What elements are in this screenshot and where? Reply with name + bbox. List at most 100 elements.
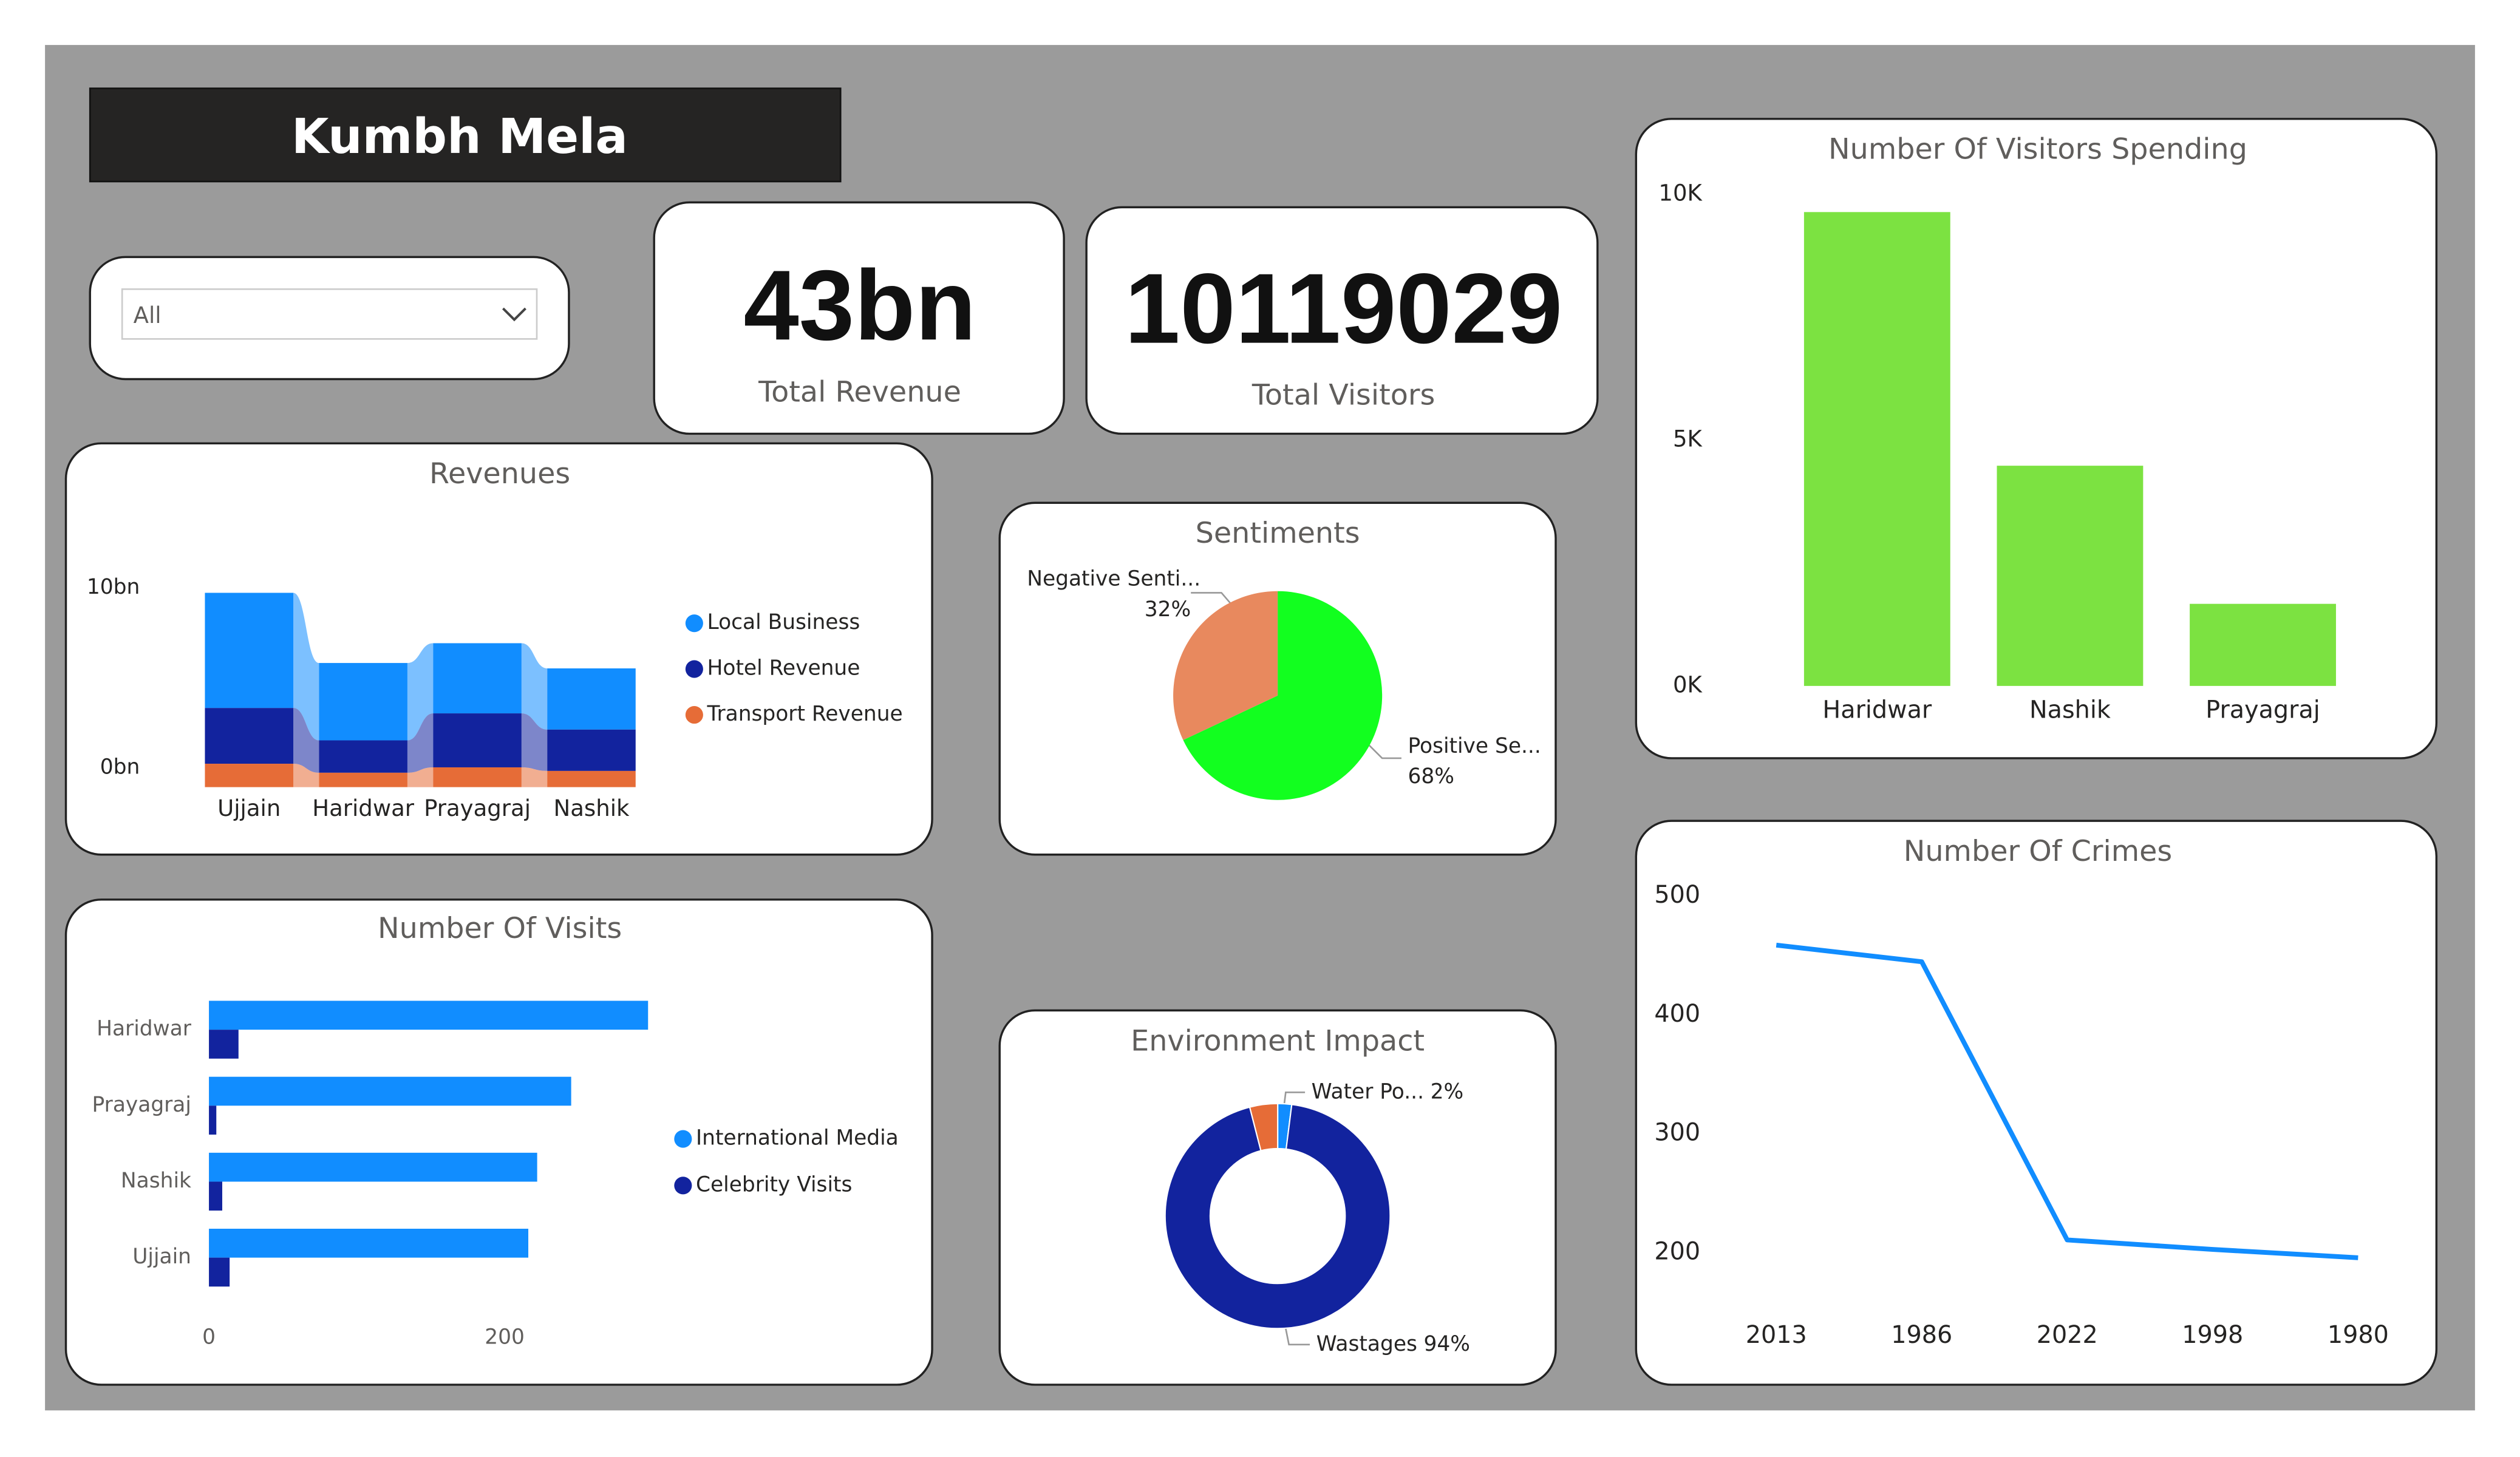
slice-label: Water Po... 2% — [1312, 1079, 1464, 1104]
y-tick-label: 0K — [1673, 671, 1703, 698]
y-tick-label: Haridwar — [97, 1017, 192, 1041]
legend-marker — [685, 614, 703, 633]
bar — [209, 1000, 649, 1030]
y-tick-label: Ujjain — [132, 1245, 191, 1269]
ribbon — [407, 643, 434, 741]
x-tick-label: 2022 — [2037, 1321, 2098, 1349]
legend-marker — [685, 660, 703, 678]
column-segment — [319, 740, 407, 773]
column-segment — [433, 643, 522, 714]
ribbon — [407, 767, 434, 787]
column-segment — [547, 668, 636, 730]
slice-value-label: 2% — [1431, 1079, 1464, 1104]
kpi-card — [653, 201, 1065, 435]
line — [1776, 942, 2358, 1260]
column-segment — [433, 713, 522, 767]
chevron[interactable] — [502, 307, 526, 322]
y-tick-label: Prayagraj — [92, 1093, 191, 1117]
bar — [209, 1228, 529, 1258]
kpi-card — [1085, 206, 1599, 435]
bar — [1803, 212, 1950, 686]
legend-marker — [674, 1130, 692, 1148]
legend-label: Transport Revenue — [707, 702, 903, 726]
x-tick-label: Prayagraj — [424, 795, 531, 821]
column-segment — [205, 764, 294, 787]
x-tick-label: Prayagraj — [2205, 696, 2320, 724]
leader-line — [1191, 592, 1232, 605]
x-tick-label: Haridwar — [1822, 696, 1932, 724]
donut-slice — [1248, 1102, 1279, 1152]
slicer-dropdown[interactable] — [121, 288, 538, 340]
slice-category: Wastages — [1316, 1331, 1417, 1356]
legend-label: Celebrity Visits — [696, 1172, 852, 1197]
bar — [209, 1076, 571, 1106]
slice-value-label: 94% — [1424, 1331, 1470, 1356]
ribbon — [293, 764, 319, 787]
ribbon — [293, 593, 319, 741]
slice-category: Water Po... — [1312, 1079, 1424, 1104]
slice-label: Positive Se... — [1408, 734, 1541, 758]
column-segment — [433, 767, 522, 787]
y-tick-label: 300 — [1654, 1119, 1700, 1147]
x-tick-label: 0 — [202, 1325, 216, 1350]
y-tick-label: 400 — [1654, 1000, 1700, 1028]
y-tick-label: 5K — [1673, 426, 1703, 452]
bar — [209, 1105, 217, 1135]
slice-value-label: 32% — [1145, 597, 1191, 622]
legend-marker — [685, 705, 703, 724]
x-tick-label: Haridwar — [312, 795, 415, 821]
y-tick-label: 0bn — [100, 755, 140, 779]
donut-slice — [1164, 1104, 1391, 1330]
slice-label: Negative Senti... — [1027, 567, 1200, 591]
y-tick-label: 10K — [1658, 180, 1703, 206]
panel-title: Number Of Visitors Spending — [1828, 133, 2247, 166]
column-segment — [319, 772, 407, 787]
y-tick-label: 500 — [1654, 881, 1700, 909]
title-box — [89, 87, 842, 183]
panel-title: Sentiments — [1196, 517, 1360, 550]
bar — [209, 1030, 239, 1059]
x-tick-label: 1980 — [2328, 1321, 2389, 1349]
pie-slice — [1183, 591, 1383, 800]
ribbon — [521, 643, 548, 730]
slicer-value: All — [134, 302, 162, 328]
x-tick-label: 2013 — [1746, 1321, 1807, 1349]
ribbon — [521, 767, 548, 787]
panel-title: Revenues — [429, 457, 570, 491]
x-tick-label: Nashik — [554, 795, 630, 821]
column-segment — [205, 593, 294, 708]
panel-title: Environment Impact — [1131, 1024, 1425, 1058]
kpi-value: 10119029 — [1125, 253, 1562, 364]
ribbon — [293, 708, 319, 773]
bar — [209, 1257, 230, 1287]
x-tick-label: Nashik — [2029, 696, 2111, 724]
y-tick-label: 10bn — [87, 575, 140, 599]
kpi-label: Total Revenue — [758, 375, 961, 409]
legend-label: International Media — [696, 1126, 899, 1150]
x-tick-label: Ujjain — [217, 795, 281, 821]
leader-line — [1369, 744, 1401, 759]
bar — [2190, 603, 2336, 686]
bar — [209, 1181, 222, 1211]
slice-value-label: 68% — [1408, 764, 1454, 789]
x-tick-label: 1986 — [1891, 1321, 1952, 1349]
column-segment — [319, 663, 407, 741]
dashboard-title: Kumbh Mela — [291, 108, 628, 165]
legend-label: Hotel Revenue — [707, 656, 860, 681]
bar — [209, 1152, 537, 1182]
legend-marker — [674, 1177, 692, 1195]
slice-label: Wastages 94% — [1316, 1331, 1470, 1356]
panel — [1635, 820, 2438, 1386]
y-tick-label: Nashik — [121, 1169, 191, 1193]
kpi-label: Total Visitors — [1251, 379, 1435, 412]
kpi-value: 43bn — [743, 249, 976, 361]
column-segment — [205, 708, 294, 764]
x-tick-label: 200 — [485, 1325, 525, 1350]
column-segment — [547, 770, 636, 787]
y-tick-label: 200 — [1654, 1237, 1700, 1265]
ribbon — [407, 713, 434, 773]
column-segment — [547, 729, 636, 771]
leader-line — [1285, 1328, 1310, 1346]
legend-label: Local Business — [707, 610, 860, 634]
